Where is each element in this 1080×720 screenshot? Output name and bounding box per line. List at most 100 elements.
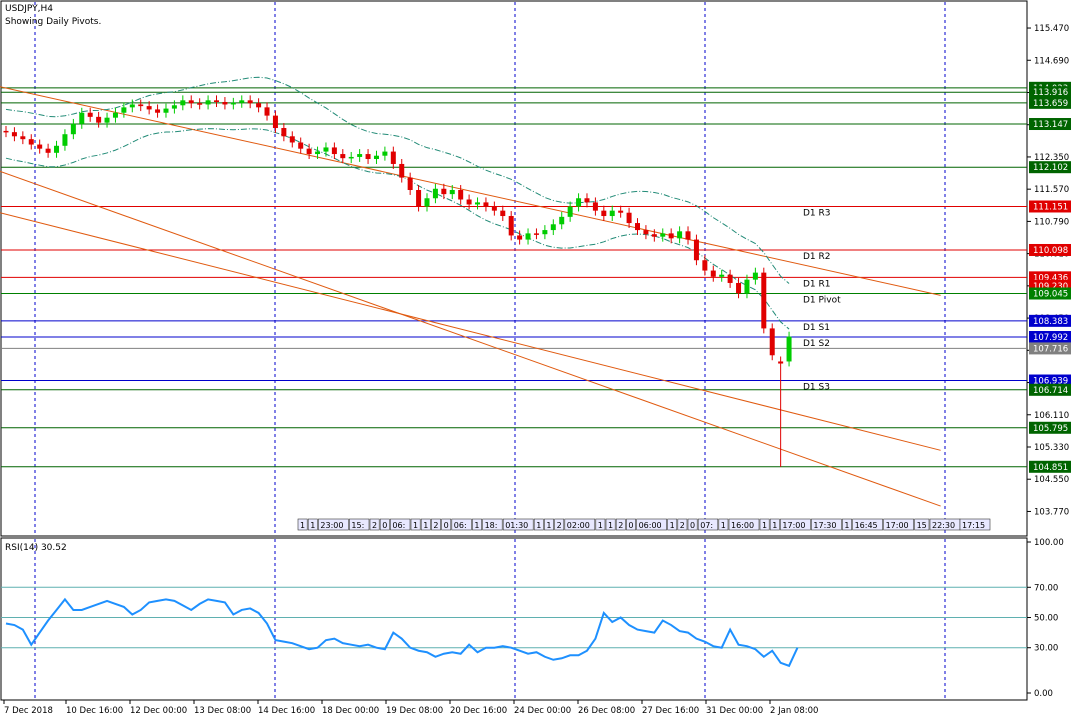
session-box — [410, 518, 421, 531]
session-label: 02:00 — [567, 521, 590, 530]
session-label: 07: — [700, 521, 713, 530]
session-label: 1 — [300, 521, 305, 530]
price-badge-label: 109.230 — [1033, 282, 1068, 292]
channel-line — [0, 86, 941, 296]
candle-body — [609, 210, 615, 217]
candle-body — [146, 106, 152, 110]
candle-body — [281, 128, 287, 137]
session-box — [595, 518, 606, 531]
pivot-label: D1 R2 — [803, 252, 831, 262]
price-badge — [1029, 200, 1071, 213]
price-badge — [1029, 86, 1071, 99]
candle-body — [289, 136, 295, 143]
candle-body — [702, 260, 708, 271]
session-box — [544, 518, 554, 531]
session-label: 2 — [372, 521, 377, 530]
time-tick-label: 26 Dec 08:00 — [578, 706, 635, 716]
candle-body — [626, 212, 632, 224]
session-label: 15 — [917, 521, 927, 530]
session-markers: 1 1 23:00 15: 2 0 06: 1 1 2 0 06: 1 18: 01:30 1 1 2 02:00 1… — [297, 518, 991, 531]
candle-body — [752, 272, 758, 280]
session-label: 16:00 — [731, 521, 754, 530]
session-box — [441, 518, 452, 531]
candle-body — [668, 233, 674, 239]
candle-body — [340, 154, 346, 159]
session-box — [728, 518, 760, 531]
candle-body — [390, 151, 396, 164]
session-box — [390, 518, 411, 531]
session-box — [318, 518, 349, 531]
price-badge-label: 110.098 — [1033, 246, 1068, 256]
pivot-label: D1 R3 — [803, 208, 831, 218]
candle-body — [559, 216, 565, 225]
session-box — [369, 518, 380, 531]
session-label: 1 — [413, 521, 418, 530]
candle-body — [778, 361, 784, 364]
candle-body — [171, 105, 177, 109]
candle-body — [180, 100, 186, 106]
session-label: 1 — [608, 521, 613, 530]
candle-body — [508, 216, 514, 236]
session-label: 15: — [351, 521, 364, 530]
candle-body — [475, 202, 481, 205]
candle-body — [298, 142, 304, 149]
price-badge — [1029, 374, 1071, 387]
candle-body — [651, 234, 657, 237]
candle-body — [3, 130, 9, 133]
candle-body — [256, 103, 262, 108]
candle-body — [449, 189, 455, 195]
pivot-label: D1 S2 — [803, 339, 830, 349]
session-box — [914, 518, 930, 531]
time-tick-label: 19 Dec 08:00 — [386, 706, 443, 716]
price-tick-label: 115.470 — [1034, 24, 1069, 34]
session-box — [420, 518, 431, 531]
rsi-tick-label: 0.00 — [1034, 689, 1053, 699]
session-label: 2 — [680, 521, 685, 530]
candle-body — [54, 145, 60, 153]
price-badge — [1029, 96, 1071, 109]
session-label: 06:00 — [639, 521, 662, 530]
session-box — [852, 518, 883, 531]
candle-body — [70, 123, 76, 135]
session-box — [759, 518, 770, 531]
candle-body — [710, 270, 716, 277]
candle-body — [11, 132, 17, 137]
candle-body — [693, 239, 699, 261]
candle-body — [205, 100, 211, 105]
candle-body — [348, 156, 354, 159]
session-box — [769, 518, 780, 531]
time-tick-label: 7 Dec 2018 — [4, 706, 53, 716]
price-tick-label: 103.770 — [1034, 507, 1069, 517]
price-badge-label: 106.714 — [1033, 386, 1068, 396]
rsi-tick-label: 30.00 — [1034, 644, 1058, 654]
session-label: 1 — [536, 521, 541, 530]
main-panel-frame — [0, 0, 1028, 537]
candle-body — [500, 210, 506, 217]
candle-body — [96, 116, 102, 123]
rsi-tick-label: 100.00 — [1034, 538, 1064, 548]
time-tick-label: 10 Dec 16:00 — [66, 706, 123, 716]
time-tick-label: 24 Dec 00:00 — [514, 706, 571, 716]
session-box — [687, 518, 698, 531]
session-label: 1 — [310, 521, 315, 530]
session-label: 1 — [721, 521, 726, 530]
candle-body — [163, 108, 169, 113]
price-badge-label: 109.436 — [1033, 273, 1068, 283]
candle-body — [601, 210, 607, 217]
price-badge-label: 113.147 — [1033, 120, 1068, 130]
price-badge — [1029, 118, 1071, 131]
time-tick-label: 18 Dec 00:00 — [322, 706, 379, 716]
candles — [3, 95, 792, 467]
price-tick-label: 110.790 — [1034, 217, 1069, 227]
candle-body — [769, 328, 775, 356]
candle-body — [197, 103, 203, 105]
envelope-bands — [5, 76, 790, 330]
session-label: 1 — [474, 521, 479, 530]
price-tick-label: 111.570 — [1034, 185, 1069, 195]
session-label: 06: — [454, 521, 467, 530]
candle-body — [239, 100, 245, 103]
channel-line — [0, 170, 941, 507]
candle-body — [736, 282, 742, 294]
session-label: 17:15 — [962, 521, 985, 530]
